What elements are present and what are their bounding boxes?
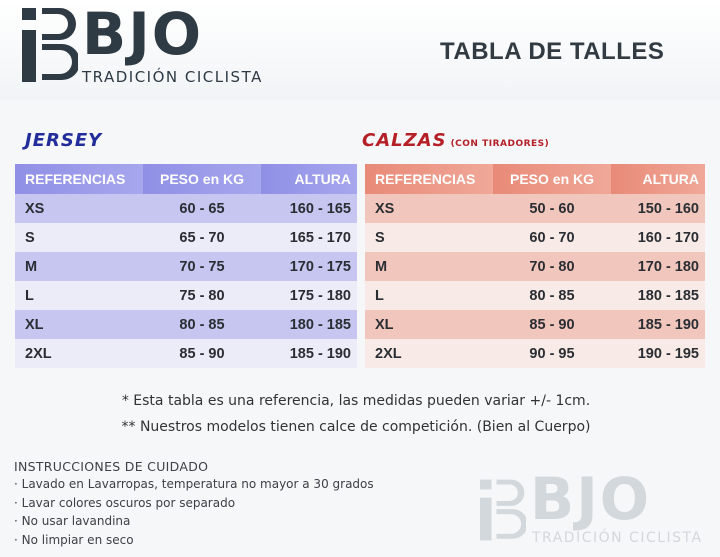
table-row: M 70 - 75 170 - 175 bbox=[15, 252, 357, 281]
height-cell: 170 - 175 bbox=[261, 252, 357, 281]
table-row: XL 80 - 85 180 - 185 bbox=[15, 310, 357, 339]
watermark-word: BJO bbox=[530, 465, 652, 533]
size-cell: 2XL bbox=[365, 339, 493, 368]
weight-cell: 90 - 95 bbox=[493, 339, 611, 368]
header-altura: ALTURA bbox=[261, 164, 357, 194]
calzas-size-table: REFERENCIAS PESO en KG ALTURA XS 50 - 60… bbox=[365, 164, 705, 368]
height-cell: 165 - 170 bbox=[261, 223, 357, 252]
table-row: XS 60 - 65 160 - 165 bbox=[15, 194, 357, 223]
calzas-title: CALZAS (CON TIRADORES) bbox=[362, 130, 549, 151]
table-row: XS 50 - 60 150 - 160 bbox=[365, 194, 705, 223]
calzas-subtitle: (CON TIRADORES) bbox=[450, 139, 550, 149]
size-cell: M bbox=[15, 252, 143, 281]
header-referencias: REFERENCIAS bbox=[365, 164, 493, 194]
table-header-row: REFERENCIAS PESO en KG ALTURA bbox=[15, 164, 357, 194]
weight-cell: 65 - 70 bbox=[143, 223, 261, 252]
jersey-title-text: JERSEY bbox=[25, 130, 103, 151]
weight-cell: 80 - 85 bbox=[493, 281, 611, 310]
height-cell: 160 - 165 bbox=[261, 194, 357, 223]
table-header-row: REFERENCIAS PESO en KG ALTURA bbox=[365, 164, 705, 194]
size-cell: XL bbox=[365, 310, 493, 339]
weight-cell: 60 - 70 bbox=[493, 223, 611, 252]
height-cell: 180 - 185 bbox=[611, 281, 705, 310]
watermark-tagline: TRADICIÓN CICLISTA bbox=[532, 530, 703, 546]
height-cell: 175 - 180 bbox=[261, 281, 357, 310]
weight-cell: 85 - 90 bbox=[493, 310, 611, 339]
table-row: L 75 - 80 175 - 180 bbox=[15, 281, 357, 310]
care-title: INSTRUCCIONES DE CUIDADO bbox=[14, 459, 209, 474]
weight-cell: 80 - 85 bbox=[143, 310, 261, 339]
table-row: S 60 - 70 160 - 170 bbox=[365, 223, 705, 252]
height-cell: 190 - 195 bbox=[611, 339, 705, 368]
size-cell: XS bbox=[15, 194, 143, 223]
weight-cell: 75 - 80 bbox=[143, 281, 261, 310]
size-cell: L bbox=[365, 281, 493, 310]
height-cell: 180 - 185 bbox=[261, 310, 357, 339]
weight-cell: 85 - 90 bbox=[143, 339, 261, 368]
table-row: 2XL 90 - 95 190 - 195 bbox=[365, 339, 705, 368]
size-cell: 2XL bbox=[15, 339, 143, 368]
list-item: Lavado en Lavarropas, temperatura no may… bbox=[14, 477, 374, 491]
header-peso: PESO en KG bbox=[493, 164, 611, 194]
reference-note: * Esta tabla es una referencia, las medi… bbox=[121, 393, 591, 409]
watermark-mark-icon bbox=[480, 479, 526, 541]
care-list: Lavado en Lavarropas, temperatura no may… bbox=[14, 477, 374, 547]
height-cell: 160 - 170 bbox=[611, 223, 705, 252]
table-row: 2XL 85 - 90 185 - 190 bbox=[15, 339, 357, 368]
height-cell: 185 - 190 bbox=[611, 310, 705, 339]
size-cell: XS bbox=[365, 194, 493, 223]
weight-cell: 70 - 75 bbox=[143, 252, 261, 281]
page-title: TABLA DE TALLES bbox=[440, 38, 665, 65]
weight-cell: 70 - 80 bbox=[493, 252, 611, 281]
care-instructions: INSTRUCCIONES DE CUIDADO Lavado en Lavar… bbox=[14, 459, 374, 551]
calzas-title-text: CALZAS bbox=[362, 130, 447, 151]
logo-tagline: TRADICIÓN CICLISTA bbox=[82, 68, 263, 86]
size-cell: L bbox=[15, 281, 143, 310]
header-referencias: REFERENCIAS bbox=[15, 164, 143, 194]
list-item: No limpiar en seco bbox=[14, 533, 374, 547]
list-item: No usar lavandina bbox=[14, 514, 374, 528]
table-row: XL 85 - 90 185 - 190 bbox=[365, 310, 705, 339]
jersey-title: JERSEY bbox=[25, 130, 102, 151]
logo-word: BJO bbox=[82, 0, 204, 68]
header-peso: PESO en KG bbox=[143, 164, 261, 194]
table-row: L 80 - 85 180 - 185 bbox=[365, 281, 705, 310]
weight-cell: 50 - 60 bbox=[493, 194, 611, 223]
list-item: Lavar colores oscuros por separado bbox=[14, 496, 374, 510]
header-altura: ALTURA bbox=[611, 164, 705, 194]
height-cell: 185 - 190 bbox=[261, 339, 357, 368]
header-band bbox=[0, 0, 720, 100]
size-cell: XL bbox=[15, 310, 143, 339]
fit-note: ** Nuestros modelos tienen calce de comp… bbox=[121, 419, 591, 435]
table-row: M 70 - 80 170 - 180 bbox=[365, 252, 705, 281]
height-cell: 170 - 180 bbox=[611, 252, 705, 281]
logo-mark-icon bbox=[22, 8, 78, 82]
weight-cell: 60 - 65 bbox=[143, 194, 261, 223]
jersey-size-table: REFERENCIAS PESO en KG ALTURA XS 60 - 65… bbox=[15, 164, 357, 368]
table-row: S 65 - 70 165 - 170 bbox=[15, 223, 357, 252]
size-cell: M bbox=[365, 252, 493, 281]
size-cell: S bbox=[15, 223, 143, 252]
size-cell: S bbox=[365, 223, 493, 252]
height-cell: 150 - 160 bbox=[611, 194, 705, 223]
